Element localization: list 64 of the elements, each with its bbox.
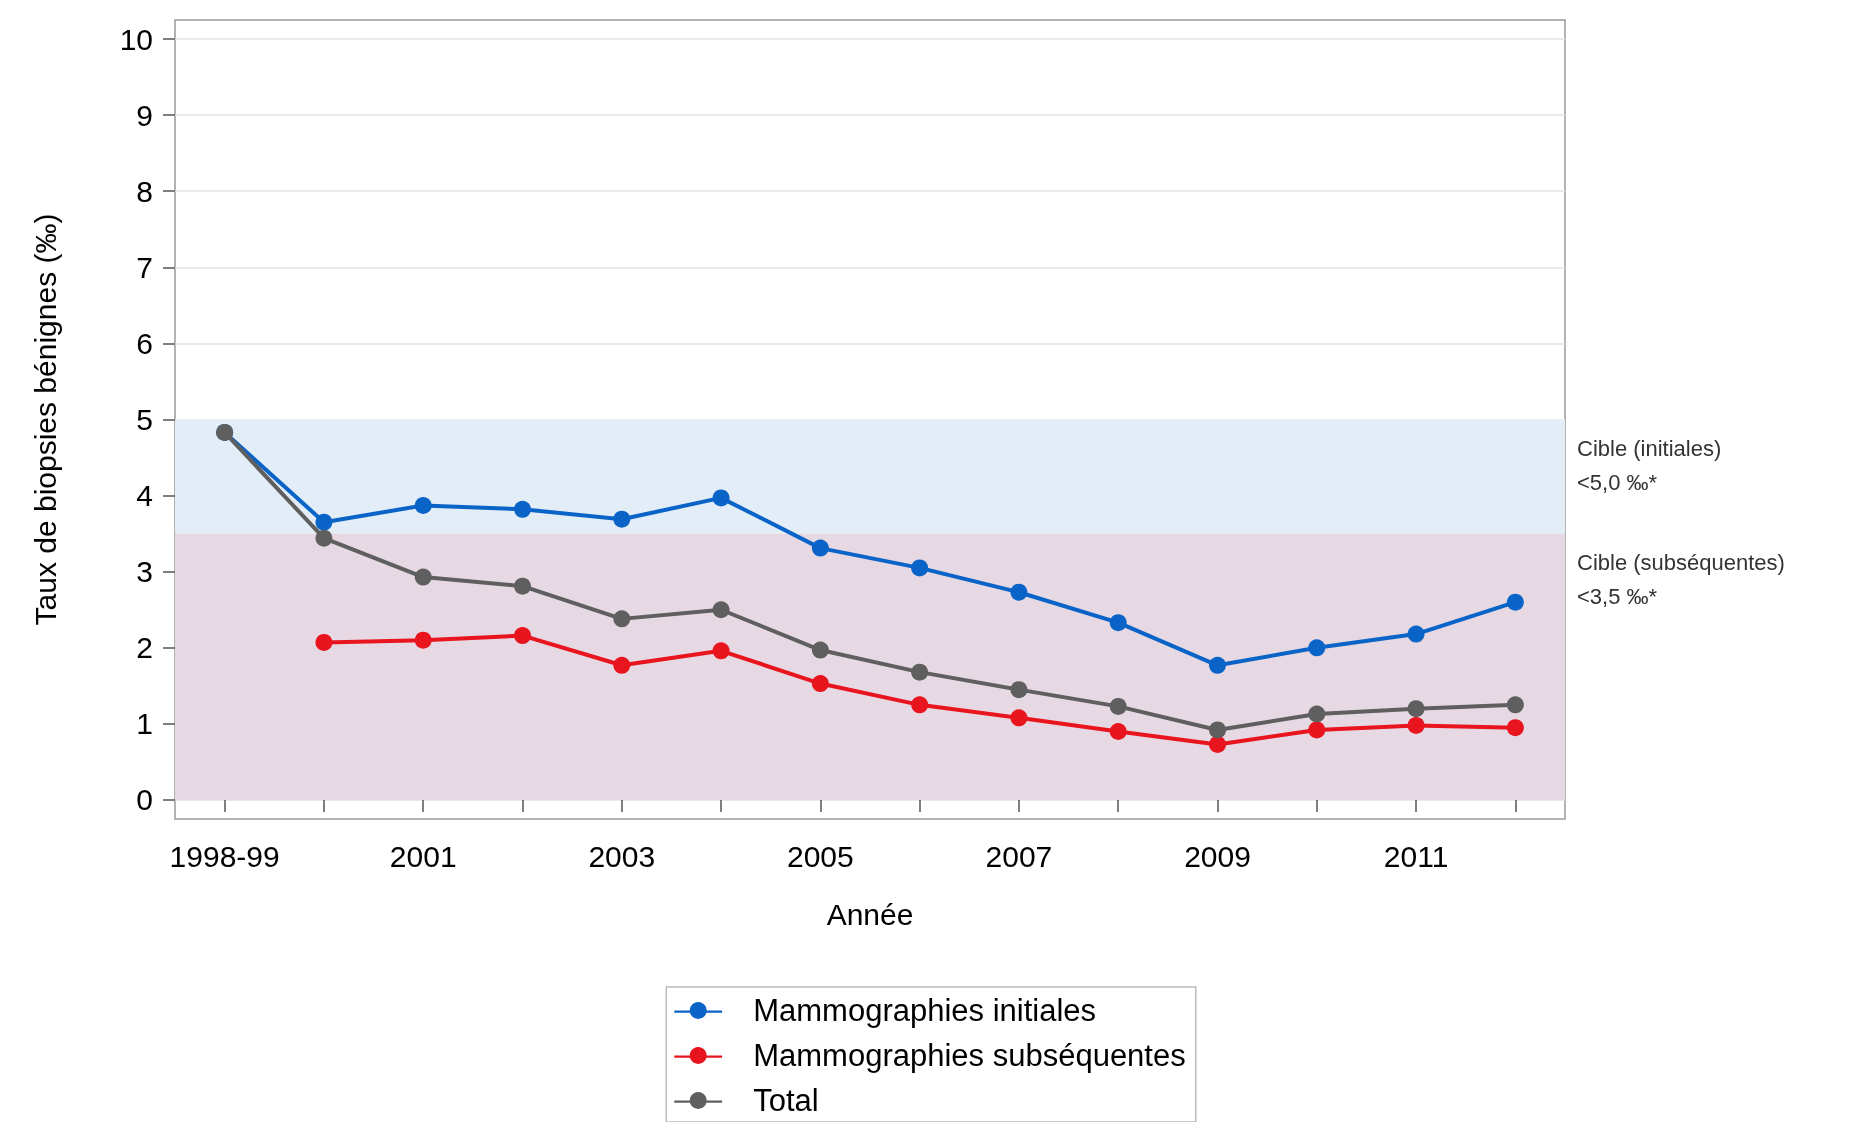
point [1209, 656, 1226, 674]
point [911, 663, 929, 681]
point [315, 633, 333, 651]
y-tick-label: 7 [136, 250, 153, 284]
y-tick-label: 4 [136, 479, 153, 513]
point [1506, 719, 1524, 737]
x-tick-label: 1998-99 [169, 839, 280, 873]
point [315, 529, 333, 547]
point [712, 601, 730, 619]
point [613, 510, 631, 528]
point [414, 631, 432, 649]
point [811, 641, 829, 659]
y-tick-label: 8 [136, 174, 153, 208]
point [1308, 705, 1326, 723]
y-tick-label: 3 [136, 555, 153, 589]
point [514, 500, 531, 518]
y-tick-label: 5 [136, 403, 153, 436]
point [811, 675, 829, 693]
point [1010, 583, 1028, 601]
legend-label: Mammographies subséquentes [753, 1038, 1186, 1073]
point [1308, 721, 1326, 739]
x-tick-label: 2005 [786, 839, 854, 873]
point [1407, 716, 1425, 734]
point [1010, 681, 1028, 699]
y-tick-label: 9 [136, 98, 153, 132]
point [315, 513, 333, 531]
legend-label: Mammographies initiales [753, 993, 1097, 1028]
x-tick-label: 2003 [588, 839, 656, 873]
y-tick-label: 1 [136, 707, 153, 741]
point [1506, 696, 1524, 714]
point [712, 489, 730, 507]
point [514, 627, 531, 645]
point [911, 559, 929, 577]
y-tick-label: 2 [136, 631, 153, 665]
point [613, 656, 631, 674]
y-axis-title: Taux de biopsies bénignes (‰) [28, 213, 62, 626]
y-tick-label: 6 [136, 326, 153, 360]
y-tick-label: 0 [136, 783, 153, 817]
point [911, 696, 929, 714]
point [1010, 709, 1028, 727]
band-label: Cible (initiales) <5,0 ‰* [1577, 436, 1722, 495]
x-tick-label: 2001 [389, 839, 457, 873]
point [1209, 721, 1226, 739]
point [1506, 593, 1524, 611]
band-label: Cible (subséquentes) <3,5 ‰* [1577, 550, 1785, 610]
point [1209, 735, 1226, 753]
y-tick-label: 10 [119, 22, 153, 56]
point [1308, 639, 1326, 657]
point [811, 539, 829, 557]
point [514, 577, 531, 595]
point [1109, 614, 1127, 632]
point [414, 496, 432, 514]
point [712, 642, 730, 660]
point [613, 610, 631, 628]
legend-label: Total [753, 1083, 819, 1118]
x-tick-label: 2009 [1184, 839, 1251, 873]
point [1407, 625, 1425, 643]
x-tick-label: 2011 [1383, 839, 1449, 873]
point [1407, 700, 1425, 718]
point [1109, 697, 1127, 715]
x-axis-title: Année [826, 897, 914, 931]
x-tick-label: 2007 [985, 839, 1053, 873]
point [1109, 722, 1127, 740]
point [414, 568, 432, 586]
